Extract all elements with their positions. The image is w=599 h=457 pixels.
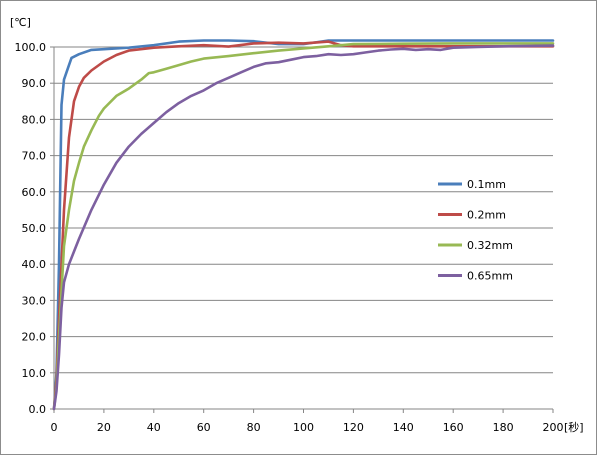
- y-tick-label: 30.0: [22, 294, 47, 307]
- x-tick-labels: 0 20 40 60 80 100 120 140 160 180 200: [51, 421, 564, 434]
- x-tick-label: 100: [293, 421, 314, 434]
- legend-label: 0.2mm: [467, 209, 506, 222]
- x-tick-label: 0: [51, 421, 58, 434]
- x-tick-label: 180: [493, 421, 514, 434]
- y-tick-labels: 0.0 10.0 20.0 30.0 40.0 50.0 60.0 70.0 80.0 90.0 1…: [15, 41, 47, 416]
- x-tick-label: 160: [443, 421, 464, 434]
- x-tick-label: 140: [393, 421, 414, 434]
- y-tick-label: 40.0: [22, 258, 47, 271]
- y-tick-label: 90.0: [22, 77, 47, 90]
- legend-label: 0.32mm: [467, 239, 513, 252]
- series-lines: [52, 39, 555, 411]
- axes: [50, 46, 554, 413]
- x-tick-label: 20: [97, 421, 111, 434]
- y-tick-label: 20.0: [22, 331, 47, 344]
- y-tick-label: 60.0: [22, 186, 47, 199]
- x-tick-label: 80: [247, 421, 261, 434]
- x-tick-label: 60: [197, 421, 211, 434]
- y-tick-label: 10.0: [22, 367, 47, 380]
- legend-label: 0.1mm: [467, 178, 506, 191]
- x-tick-label: 40: [147, 421, 161, 434]
- x-tick-label: 200: [543, 421, 564, 434]
- series-line: [52, 40, 555, 411]
- x-axis-unit-label: [秒]: [564, 420, 584, 434]
- series-line: [52, 39, 555, 411]
- legend: 0.1mm 0.2mm 0.32mm 0.65mm: [438, 178, 513, 283]
- x-tick-label: 120: [343, 421, 364, 434]
- series-line: [52, 42, 555, 411]
- y-axis-unit-label: [℃]: [10, 16, 31, 29]
- y-tick-label: 100.0: [15, 41, 47, 54]
- y-tick-label: 70.0: [22, 150, 47, 163]
- series-line: [52, 44, 555, 411]
- y-tick-label: 50.0: [22, 222, 47, 235]
- y-tick-label: 80.0: [22, 113, 47, 126]
- y-tick-label: 0.0: [29, 403, 47, 416]
- legend-label: 0.65mm: [467, 270, 513, 283]
